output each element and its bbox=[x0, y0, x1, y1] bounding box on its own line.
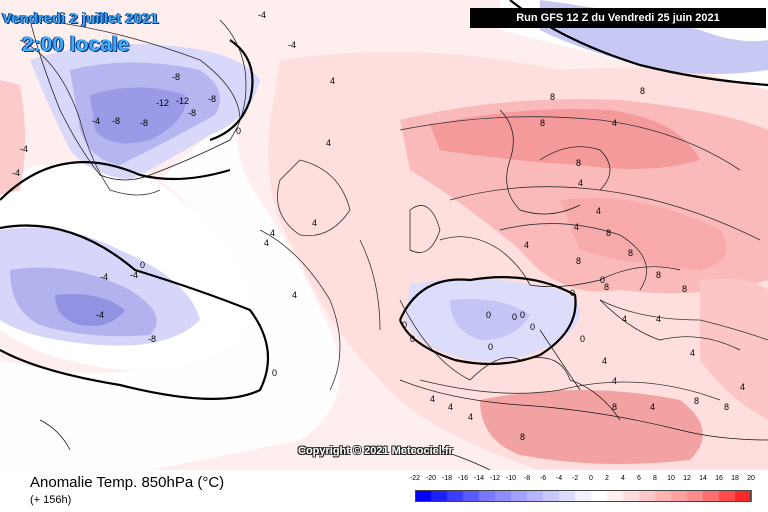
forecast-time: 2:00 locale bbox=[22, 33, 130, 56]
contour-value-label: -4 bbox=[96, 310, 104, 320]
contour-value-label: 8 bbox=[656, 270, 661, 280]
legend-tick-label: 6 bbox=[637, 475, 641, 482]
contour-value-label: 8 bbox=[606, 228, 611, 238]
legend-tick-label: 20 bbox=[747, 475, 755, 482]
contour-value-label: -12 bbox=[156, 98, 169, 108]
legend-tick-label: 0 bbox=[589, 475, 593, 482]
contour-value-label: 0 bbox=[520, 310, 525, 320]
contour-value-label: 4 bbox=[650, 402, 655, 412]
contour-value-label: 8 bbox=[694, 396, 699, 406]
contour-value-label: 0 bbox=[140, 260, 145, 270]
contour-value-label: -4 bbox=[92, 116, 100, 126]
legend-tick-label: 2 bbox=[605, 475, 609, 482]
contour-value-label: -8 bbox=[172, 72, 180, 82]
contour-value-label: -4 bbox=[130, 270, 138, 280]
legend-tick-label: -12 bbox=[489, 475, 501, 482]
contour-value-label: 4 bbox=[448, 402, 453, 412]
contour-value-label: 8 bbox=[604, 282, 609, 292]
contour-value-label: 8 bbox=[576, 256, 581, 266]
color-scale-legend: -22 -20 -18 -16 -14 -12 -10 -8 -6 -4 -2 0 2 4 6 8 10 12 14… bbox=[410, 475, 755, 509]
contour-value-label: 8 bbox=[540, 118, 545, 128]
legend-tick-label: -14 bbox=[473, 475, 485, 482]
copyright-notice: Copyright © 2021 Meteociel.fr bbox=[298, 445, 453, 457]
contour-value-label: 4 bbox=[578, 178, 583, 188]
contour-value-label: 0 bbox=[512, 312, 517, 322]
contour-value-label: 4 bbox=[596, 206, 601, 216]
contour-value-label: 0 bbox=[272, 368, 277, 378]
contour-value-label: 8 bbox=[640, 86, 645, 96]
contour-value-label: 0 bbox=[570, 288, 575, 298]
legend-tick-label: -18 bbox=[441, 475, 453, 482]
legend-tick-label: -10 bbox=[505, 475, 517, 482]
legend-tick-label: 10 bbox=[667, 475, 675, 482]
contour-value-label: -4 bbox=[12, 168, 20, 178]
contour-value-label: 0 bbox=[580, 334, 585, 344]
contour-value-label: 8 bbox=[0, 0, 5, 2]
contour-value-label: 8 bbox=[612, 402, 617, 412]
legend-tick-label: 4 bbox=[621, 475, 625, 482]
contour-value-label: 0 bbox=[410, 334, 415, 344]
contour-value-label: -8 bbox=[112, 116, 120, 126]
contour-value-label: 8 bbox=[520, 432, 525, 442]
contour-value-label: 4 bbox=[656, 314, 661, 324]
model-run-banner: Run GFS 12 Z du Vendredi 25 juin 2021 bbox=[470, 8, 766, 28]
legend-tick-label: 14 bbox=[699, 475, 707, 482]
contour-value-label: 4 bbox=[602, 356, 607, 366]
contour-value-label: 4 bbox=[264, 238, 269, 248]
lead-time: (+ 156h) bbox=[30, 494, 72, 506]
contour-value-label: 4 bbox=[612, 376, 617, 386]
contour-value-label: -4 bbox=[258, 10, 266, 20]
contour-value-label: -12 bbox=[176, 96, 189, 106]
contour-value-label: 8 bbox=[628, 248, 633, 258]
contour-value-label: 4 bbox=[330, 76, 335, 86]
contour-value-label: 4 bbox=[524, 240, 529, 250]
field-title: Anomalie Temp. 850hPa (°C) bbox=[30, 474, 225, 491]
contour-value-label: -4 bbox=[288, 40, 296, 50]
contour-value-label: 4 bbox=[430, 394, 435, 404]
legend-frame bbox=[415, 490, 751, 502]
contour-value-label: 4 bbox=[612, 118, 617, 128]
legend-tick-label: -20 bbox=[425, 475, 437, 482]
contour-value-label: 4 bbox=[468, 412, 473, 422]
contour-value-label: 0 bbox=[486, 310, 491, 320]
contour-value-label: -8 bbox=[208, 94, 216, 104]
legend-tick-label: -16 bbox=[457, 475, 469, 482]
legend-tick-label: -22 bbox=[409, 475, 421, 482]
contour-value-label: 0 bbox=[488, 342, 493, 352]
contour-value-label: 8 bbox=[724, 402, 729, 412]
legend-tick-label: 12 bbox=[683, 475, 691, 482]
contour-value-label: -8 bbox=[188, 108, 196, 118]
legend-tick-label: -2 bbox=[571, 475, 579, 482]
contour-value-label: 4 bbox=[690, 348, 695, 358]
legend-tick-label: -8 bbox=[523, 475, 531, 482]
contour-value-label: 0 bbox=[402, 320, 407, 330]
contour-value-label: -4 bbox=[20, 144, 28, 154]
contour-value-label: -4 bbox=[100, 272, 108, 282]
contour-value-label: 4 bbox=[622, 314, 627, 324]
legend-tick-label: -4 bbox=[555, 475, 563, 482]
contour-value-label: -8 bbox=[140, 118, 148, 128]
contour-value-label: 4 bbox=[312, 218, 317, 228]
contour-value-label: 0 bbox=[236, 126, 241, 136]
legend-tick-label: -6 bbox=[539, 475, 547, 482]
contour-value-label: 4 bbox=[326, 138, 331, 148]
contour-value-label: 0 bbox=[600, 275, 605, 285]
legend-tick-label: 16 bbox=[715, 475, 723, 482]
contour-value-label: 8 bbox=[576, 158, 581, 168]
contour-value-label: 4 bbox=[292, 290, 297, 300]
legend-tick-label: 18 bbox=[731, 475, 739, 482]
forecast-date: Vendredi 2 juillet 2021 bbox=[2, 10, 159, 27]
contour-value-label: 8 bbox=[682, 284, 687, 294]
contour-value-label: 4 bbox=[740, 382, 745, 392]
contour-value-label: 4 bbox=[574, 222, 579, 232]
contour-value-label: -8 bbox=[148, 334, 156, 344]
legend-tick-label: 8 bbox=[653, 475, 657, 482]
legend-swatch bbox=[735, 490, 752, 502]
contour-value-label: 8 bbox=[550, 92, 555, 102]
contour-value-label: 4 bbox=[270, 228, 275, 238]
contour-value-label: 0 bbox=[530, 322, 535, 332]
